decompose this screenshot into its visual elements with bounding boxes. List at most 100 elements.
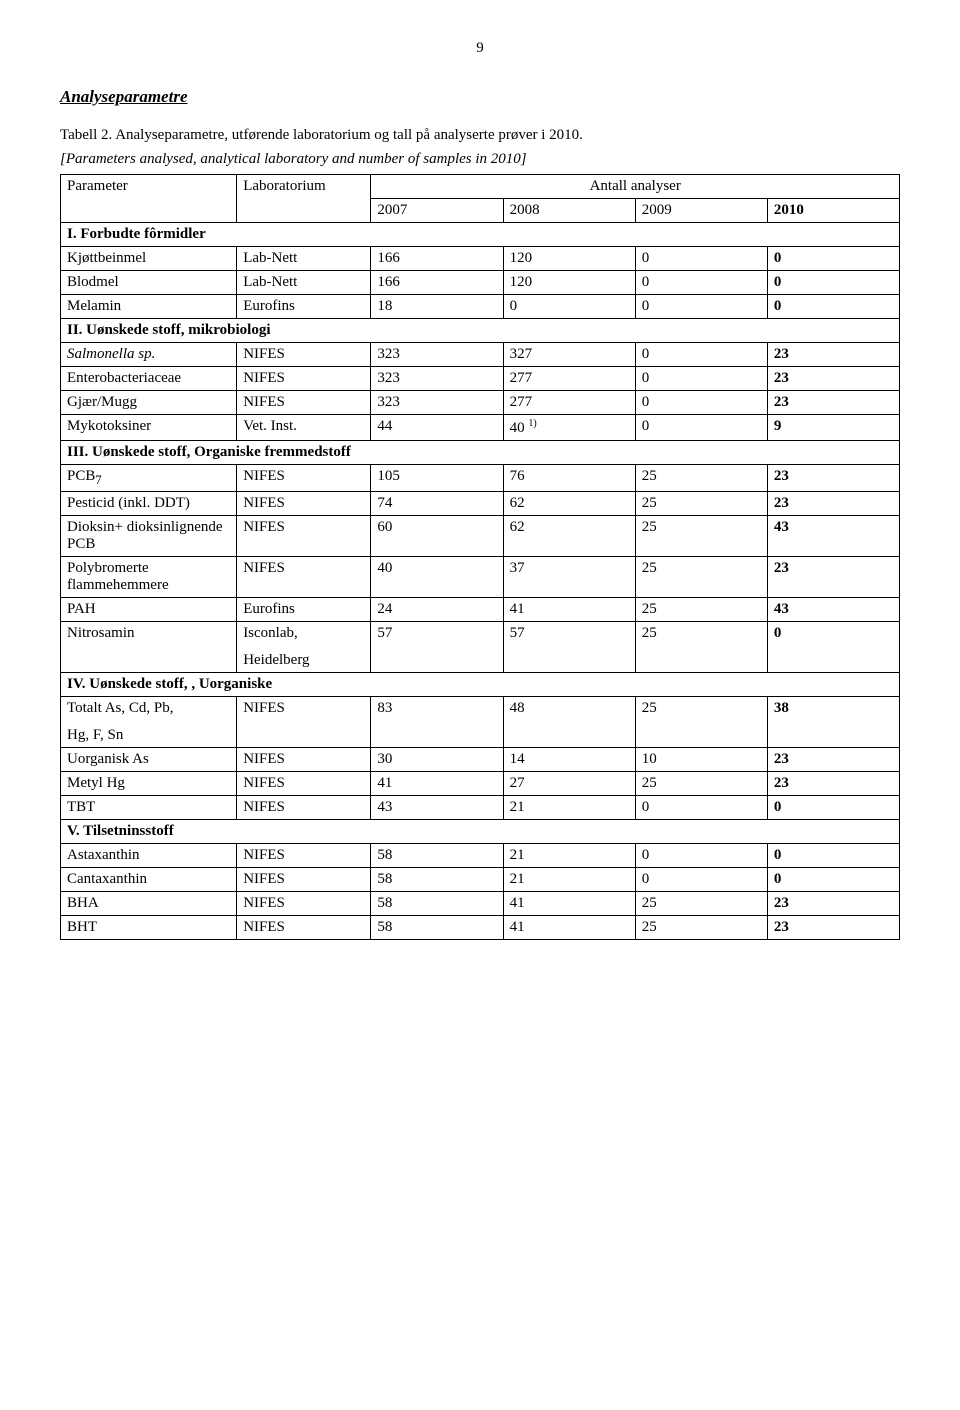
row-astaxanthin: Astaxanthin NIFES 58 21 0 0: [61, 843, 900, 867]
cell-2007: 105: [371, 464, 503, 491]
cell-2007: 58: [371, 843, 503, 867]
cell-name: Enterobacteriaceae: [61, 366, 237, 390]
row-nitrosamin: Nitrosamin Isconlab, Heidelberg 57 57 25…: [61, 621, 900, 672]
cell-name: Pesticid (inkl. DDT): [61, 491, 237, 515]
cell-lab: NIFES: [237, 867, 371, 891]
cell-2010: 23: [767, 390, 899, 414]
cell-2010: 0: [767, 795, 899, 819]
cell-2010: 23: [767, 891, 899, 915]
cell-name: Gjær/Mugg: [61, 390, 237, 414]
row-pcb7: PCB7 NIFES 105 76 25 23: [61, 464, 900, 491]
cell-2009: 25: [635, 464, 767, 491]
cell-2008: 27: [503, 771, 635, 795]
cell-name: BHA: [61, 891, 237, 915]
cell-lab: NIFES: [237, 795, 371, 819]
header-year-2009: 2009: [635, 198, 767, 222]
cell-2008: 41: [503, 891, 635, 915]
cell-lab: Isconlab, Heidelberg: [237, 621, 371, 672]
cell-2007: 43: [371, 795, 503, 819]
cell-2010: 0: [767, 294, 899, 318]
table-header-row-1: Parameter Laboratorium Antall analyser: [61, 174, 900, 198]
cell-2009: 25: [635, 515, 767, 556]
cell-lab: NIFES: [237, 390, 371, 414]
cell-lab: Vet. Inst.: [237, 414, 371, 440]
section-3-title: III. Uønskede stoff, Organiske fremmedst…: [61, 440, 900, 464]
cell-2009: 25: [635, 556, 767, 597]
cell-2009: 0: [635, 270, 767, 294]
cell-2009: 10: [635, 747, 767, 771]
cell-lab: NIFES: [237, 696, 371, 747]
cell-2007: 58: [371, 891, 503, 915]
header-laboratorium: Laboratorium: [237, 174, 371, 222]
cell-2008: 76: [503, 464, 635, 491]
cell-lab: NIFES: [237, 771, 371, 795]
cell-name: Astaxanthin: [61, 843, 237, 867]
row-salmonella: Salmonella sp. NIFES 323 327 0 23: [61, 342, 900, 366]
cell-2008: 14: [503, 747, 635, 771]
section-1-title-row: I. Forbudte fôrmidler: [61, 222, 900, 246]
cell-2008: 0: [503, 294, 635, 318]
cell-name: Cantaxanthin: [61, 867, 237, 891]
cell-2009: 0: [635, 843, 767, 867]
header-year-2008: 2008: [503, 198, 635, 222]
cell-2008: 57: [503, 621, 635, 672]
cell-2010: 23: [767, 771, 899, 795]
cell-name: BHT: [61, 915, 237, 939]
cell-2009: 25: [635, 696, 767, 747]
cell-2007: 166: [371, 246, 503, 270]
cell-lab: NIFES: [237, 515, 371, 556]
row-totalt-as: Totalt As, Cd, Pb, Hg, F, Sn NIFES 83 48…: [61, 696, 900, 747]
analysis-table: Parameter Laboratorium Antall analyser 2…: [60, 174, 900, 940]
cell-2009: 25: [635, 915, 767, 939]
header-parameter: Parameter: [61, 174, 237, 222]
row-dioksin: Dioksin+ dioksinlignende PCB NIFES 60 62…: [61, 515, 900, 556]
cell-lab: NIFES: [237, 491, 371, 515]
cell-lab: Lab-Nett: [237, 270, 371, 294]
cell-lab: Eurofins: [237, 294, 371, 318]
row-mykotoksiner: Mykotoksiner Vet. Inst. 44 40 1) 0 9: [61, 414, 900, 440]
cell-lab: NIFES: [237, 556, 371, 597]
section-5-title: V. Tilsetninsstoff: [61, 819, 900, 843]
section-2-title-row: II. Uønskede stoff, mikrobiologi: [61, 318, 900, 342]
cell-2009: 25: [635, 491, 767, 515]
cell-name: PAH: [61, 597, 237, 621]
section-5-title-row: V. Tilsetninsstoff: [61, 819, 900, 843]
cell-name: Totalt As, Cd, Pb, Hg, F, Sn: [61, 696, 237, 747]
cell-2010: 9: [767, 414, 899, 440]
row-melamin: Melamin Eurofins 18 0 0 0: [61, 294, 900, 318]
row-uorganisk-as: Uorganisk As NIFES 30 14 10 23: [61, 747, 900, 771]
cell-lab: NIFES: [237, 747, 371, 771]
cell-2009: 0: [635, 414, 767, 440]
section-3-title-row: III. Uønskede stoff, Organiske fremmedst…: [61, 440, 900, 464]
cell-2008: 277: [503, 366, 635, 390]
table-caption-plain: Tabell 2. Analyseparametre, utførende la…: [60, 125, 900, 145]
cell-2007: 323: [371, 390, 503, 414]
cell-2007: 57: [371, 621, 503, 672]
cell-lab: NIFES: [237, 342, 371, 366]
cell-name: Dioksin+ dioksinlignende PCB: [61, 515, 237, 556]
cell-2007: 60: [371, 515, 503, 556]
cell-2007: 24: [371, 597, 503, 621]
row-kjottbeinmel: Kjøttbeinmel Lab-Nett 166 120 0 0: [61, 246, 900, 270]
cell-2010: 43: [767, 515, 899, 556]
section-2-title: II. Uønskede stoff, mikrobiologi: [61, 318, 900, 342]
cell-2009: 0: [635, 294, 767, 318]
row-bht: BHT NIFES 58 41 25 23: [61, 915, 900, 939]
cell-2008: 41: [503, 597, 635, 621]
cell-2007: 323: [371, 342, 503, 366]
table-caption-italic: [Parameters analysed, analytical laborat…: [60, 149, 900, 169]
row-gjaermugg: Gjær/Mugg NIFES 323 277 0 23: [61, 390, 900, 414]
cell-2009: 0: [635, 366, 767, 390]
cell-2009: 0: [635, 342, 767, 366]
cell-2008: 277: [503, 390, 635, 414]
cell-name: Blodmel: [61, 270, 237, 294]
cell-2007: 58: [371, 867, 503, 891]
cell-name: Mykotoksiner: [61, 414, 237, 440]
section-1-title: I. Forbudte fôrmidler: [61, 222, 900, 246]
cell-lab: Lab-Nett: [237, 246, 371, 270]
row-blodmel: Blodmel Lab-Nett 166 120 0 0: [61, 270, 900, 294]
header-antall-analyser: Antall analyser: [371, 174, 900, 198]
row-cantaxanthin: Cantaxanthin NIFES 58 21 0 0: [61, 867, 900, 891]
cell-2008: 327: [503, 342, 635, 366]
cell-2009: 0: [635, 867, 767, 891]
